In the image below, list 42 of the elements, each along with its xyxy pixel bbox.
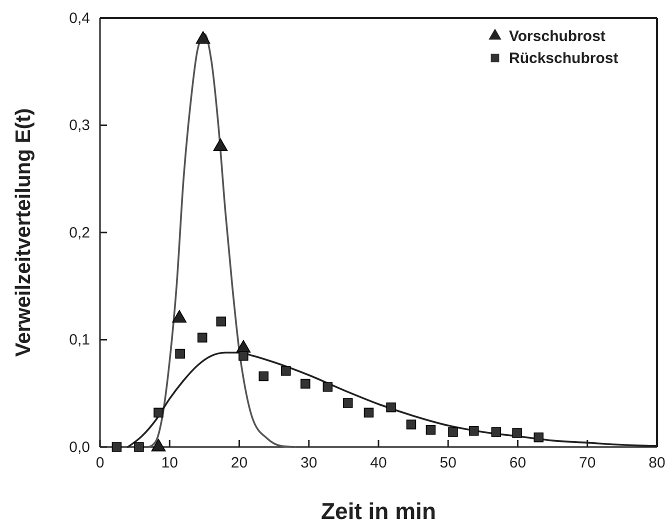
legend-label: Rückschubrost xyxy=(509,50,618,67)
y-tick-label: 0,0 xyxy=(69,438,90,456)
point xyxy=(172,310,187,323)
point xyxy=(300,378,310,389)
point xyxy=(406,420,416,430)
x-tick-label: 70 xyxy=(579,454,596,472)
y-axis-title: Verweilzeitverteilung E(t) xyxy=(12,108,35,357)
x-tick-label: 0 xyxy=(96,454,104,472)
x-tick-label: 60 xyxy=(509,454,526,472)
y-tick-label: 0,2 xyxy=(69,224,90,242)
point xyxy=(238,350,248,361)
point xyxy=(469,426,479,436)
point xyxy=(196,31,210,44)
x-tick-label: 50 xyxy=(440,454,456,472)
y-tick-label: 0,4 xyxy=(69,10,90,27)
x-tick-label: 40 xyxy=(370,454,387,472)
point xyxy=(213,138,228,152)
point xyxy=(386,402,396,412)
point xyxy=(534,432,544,442)
x-axis-title: Zeit in min xyxy=(321,498,436,524)
point xyxy=(258,371,268,382)
point xyxy=(491,427,502,437)
x-tick-label: 30 xyxy=(300,454,318,472)
point xyxy=(512,428,522,438)
point xyxy=(364,408,374,418)
point xyxy=(197,332,208,342)
point xyxy=(281,366,291,376)
point xyxy=(134,442,144,452)
point xyxy=(448,427,458,437)
point xyxy=(342,398,353,408)
point xyxy=(216,316,226,326)
point xyxy=(154,408,164,418)
point xyxy=(112,442,122,452)
point xyxy=(322,382,333,392)
point xyxy=(175,348,185,359)
x-tick-label: 80 xyxy=(648,454,666,472)
x-tick-label: 20 xyxy=(230,454,248,472)
point xyxy=(426,424,436,435)
x-tick-label: 10 xyxy=(161,454,178,472)
y-tick-label: 0,1 xyxy=(69,332,90,349)
y-tick-label: 0,3 xyxy=(69,117,90,134)
legend-label: Vorschubrost xyxy=(509,28,606,45)
